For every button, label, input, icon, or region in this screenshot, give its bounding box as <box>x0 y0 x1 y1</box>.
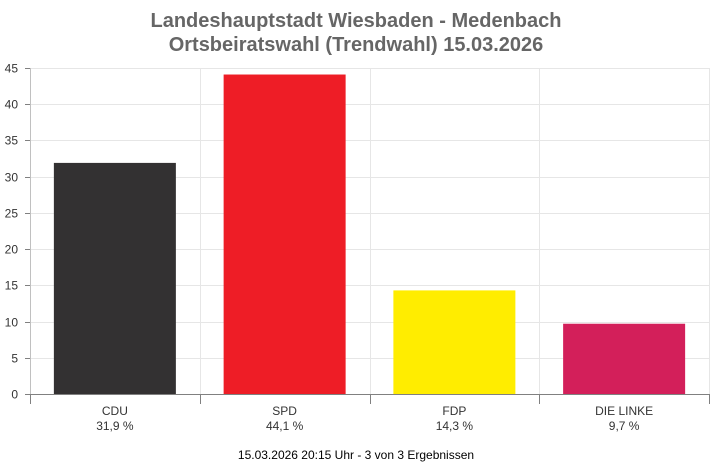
y-tick-label: 35 <box>5 134 19 148</box>
results-status: 15.03.2026 20:15 Uhr - 3 von 3 Ergebniss… <box>237 448 475 462</box>
y-tick-label: 20 <box>5 243 19 257</box>
x-category-label: SPD <box>272 404 297 418</box>
y-tick-label: 30 <box>5 171 19 185</box>
x-value-label: 14,3 % <box>436 419 474 433</box>
x-value-label: 31,9 % <box>96 419 134 433</box>
chart-subtitle: Ortsbeiratswahl (Trendwahl) 15.03.2026 <box>168 34 544 56</box>
bar-fdp <box>393 290 516 394</box>
bar-cdu <box>53 162 176 394</box>
y-tick-label: 15 <box>5 279 19 293</box>
bar-die-linke <box>563 323 686 394</box>
y-tick-label: 5 <box>11 352 18 366</box>
y-tick-label: 10 <box>5 316 19 330</box>
chart-title: Landeshauptstadt Wiesbaden - Medenbach <box>150 10 562 32</box>
x-value-label: 9,7 % <box>609 419 640 433</box>
bar-spd <box>223 74 346 395</box>
x-category-label: CDU <box>102 404 128 418</box>
y-tick-label: 0 <box>11 388 18 402</box>
x-value-label: 44,1 % <box>266 419 304 433</box>
y-tick-label: 40 <box>5 98 19 112</box>
x-category-label: DIE LINKE <box>595 404 653 418</box>
y-tick-label: 25 <box>5 207 19 221</box>
y-tick-label: 45 <box>5 62 19 76</box>
x-category-label: FDP <box>442 404 466 418</box>
